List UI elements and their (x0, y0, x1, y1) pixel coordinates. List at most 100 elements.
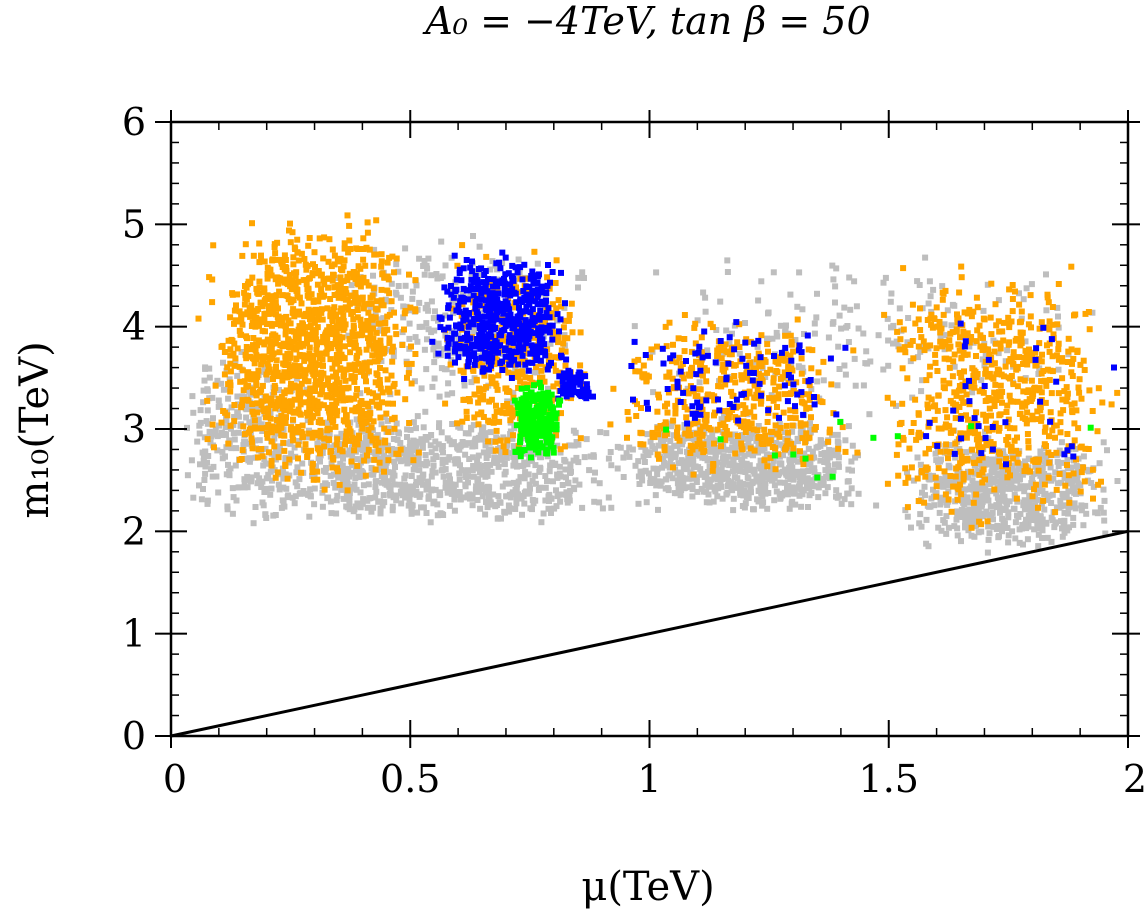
point (299, 460, 306, 467)
point (974, 509, 981, 516)
point (384, 417, 391, 424)
point (321, 443, 328, 450)
point (1073, 463, 1080, 469)
point (320, 350, 326, 357)
point (842, 371, 849, 378)
point (408, 510, 415, 517)
point (359, 454, 366, 460)
point (292, 273, 299, 280)
point (664, 409, 671, 416)
point (347, 246, 354, 252)
point (339, 385, 346, 392)
point (806, 391, 812, 398)
point (476, 488, 483, 495)
point (756, 362, 763, 369)
point (380, 492, 387, 499)
point (799, 435, 806, 442)
point (440, 346, 447, 353)
point (363, 378, 369, 385)
point (1082, 502, 1089, 509)
point (347, 428, 354, 435)
point (513, 284, 519, 291)
point (305, 399, 312, 406)
point (784, 491, 791, 498)
point (923, 540, 930, 547)
point (375, 447, 382, 454)
point (404, 426, 411, 433)
point (241, 481, 248, 487)
point (1035, 371, 1042, 377)
point (687, 450, 694, 456)
point (386, 311, 393, 318)
point (495, 372, 502, 379)
point (197, 461, 203, 468)
point (1022, 484, 1029, 491)
point (452, 460, 459, 467)
point (324, 419, 331, 426)
point (363, 419, 370, 426)
point (281, 252, 288, 259)
point (533, 364, 539, 371)
point (395, 283, 402, 289)
point (331, 252, 338, 259)
point (446, 472, 453, 479)
point (989, 509, 996, 516)
point (940, 517, 947, 524)
point (423, 320, 430, 327)
point (327, 313, 334, 320)
point (1009, 528, 1016, 535)
point (742, 320, 748, 326)
point (418, 385, 425, 392)
point (264, 460, 271, 467)
point (249, 319, 256, 326)
point (335, 345, 342, 352)
point (746, 430, 753, 437)
point (554, 332, 561, 339)
point (675, 460, 682, 467)
point (397, 294, 404, 301)
point (274, 239, 281, 246)
point (962, 522, 968, 529)
point (805, 468, 812, 474)
point (275, 395, 282, 402)
point (821, 440, 828, 447)
point (436, 424, 442, 431)
point (707, 392, 714, 399)
point (776, 383, 783, 390)
point (233, 497, 240, 504)
point (841, 304, 848, 311)
point (806, 396, 813, 403)
point (666, 450, 673, 457)
point (401, 326, 407, 333)
point (393, 255, 400, 262)
point (202, 470, 209, 477)
point (987, 503, 994, 510)
point (748, 489, 754, 496)
point (330, 471, 337, 478)
point (422, 408, 429, 415)
point (931, 502, 938, 509)
point (758, 332, 765, 339)
point (564, 335, 571, 342)
point (284, 475, 291, 482)
point (273, 292, 280, 299)
point (317, 427, 324, 434)
point (515, 385, 522, 391)
point (287, 398, 294, 405)
point (755, 423, 762, 429)
point (917, 348, 924, 355)
point (835, 463, 842, 470)
point (838, 500, 845, 507)
point (623, 450, 630, 457)
point (306, 344, 313, 351)
point (488, 374, 495, 381)
point (320, 334, 327, 340)
point (265, 363, 272, 370)
point (661, 444, 668, 451)
point (695, 451, 702, 458)
point (407, 426, 414, 433)
point (241, 378, 248, 385)
point (384, 259, 391, 266)
point (282, 324, 289, 331)
point (642, 467, 649, 474)
